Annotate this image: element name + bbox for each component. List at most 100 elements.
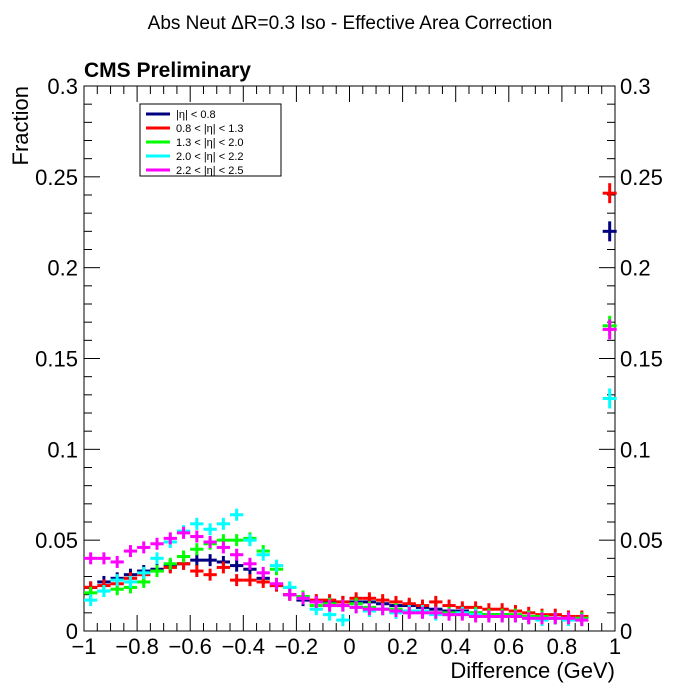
data-point [230, 574, 244, 587]
x-tick-label: 0.8 [547, 634, 578, 659]
y-tick-label-right: 0.3 [620, 74, 651, 99]
data-point [243, 574, 257, 587]
data-point [548, 612, 562, 625]
data-point [163, 532, 177, 545]
data-point [468, 610, 483, 623]
legend-label: 1.3 < |η| < 2.0 [176, 137, 244, 149]
data-point [190, 517, 204, 530]
data-point [256, 566, 270, 579]
data-point [123, 575, 138, 588]
data-point [535, 612, 549, 625]
data-point [243, 534, 257, 547]
data-point [216, 517, 231, 530]
overflow-point [602, 183, 617, 204]
data-point [84, 552, 98, 565]
x-tick-label: −0.4 [222, 634, 265, 659]
data-point [283, 588, 297, 601]
x-tick-label: −0.6 [168, 634, 211, 659]
data-point [309, 595, 323, 608]
data-point [230, 548, 244, 561]
cms-label: CMS Preliminary [84, 59, 251, 82]
data-point [230, 508, 244, 521]
x-tick-label: 0 [343, 634, 355, 659]
data-point [429, 595, 443, 608]
data-point [362, 603, 377, 616]
data-point [389, 605, 403, 618]
y-tick-label-right: 0.15 [620, 347, 663, 372]
y-tick-label-left: 0.05 [35, 528, 78, 553]
data-point [495, 610, 509, 623]
y-tick-label-left: 0.25 [35, 165, 78, 190]
data-point [243, 557, 257, 570]
y-tick-label-left: 0.3 [47, 74, 78, 99]
data-point [190, 554, 204, 567]
y-tick-label-right: 0.1 [620, 437, 651, 462]
data-point [482, 610, 496, 623]
data-point [84, 594, 98, 607]
series-5 [84, 319, 617, 627]
legend-entry: |η| < 0.8 [146, 109, 216, 121]
data-point [256, 548, 270, 561]
data-point [150, 552, 164, 565]
data-point [150, 537, 164, 550]
data-point [230, 534, 244, 547]
y-tick-label-right: 0.05 [620, 528, 663, 553]
data-point [176, 526, 191, 539]
legend-label: 2.0 < |η| < 2.2 [176, 151, 244, 163]
x-tick-label: −0.8 [115, 634, 158, 659]
y-axis-label: Fraction [8, 86, 33, 165]
data-point [203, 568, 217, 581]
data-point [176, 550, 191, 563]
legend: |η| < 0.8 0.8 < |η| < 1.3 1.3 < |η| < 2.0 2… [139, 103, 282, 177]
data-point [203, 535, 217, 548]
data-point [336, 599, 350, 612]
data-point [216, 561, 231, 574]
data-point [203, 523, 217, 536]
legend-entry: 2.2 < |η| < 2.5 [146, 165, 244, 177]
overflow-point [602, 221, 617, 242]
data-point [322, 599, 337, 612]
data-point [442, 608, 456, 621]
data-point [415, 606, 430, 619]
data-point [269, 559, 284, 572]
x-tick-label: −1 [71, 634, 96, 659]
series-2 [84, 183, 617, 623]
x-tick-label: 0.2 [387, 634, 418, 659]
x-tick-label: −0.2 [275, 634, 318, 659]
y-tick-label-left: 0.1 [47, 437, 78, 462]
data-point [376, 603, 390, 616]
data-point [110, 555, 124, 568]
data-layer [84, 183, 617, 627]
data-point [575, 614, 589, 627]
data-point [110, 574, 124, 587]
y-tick-label-right: 0 [620, 619, 632, 644]
data-point [269, 577, 284, 590]
chart-title: Abs Neut ΔR=0.3 Iso - Effective Area Cor… [148, 13, 553, 34]
data-point [137, 566, 151, 579]
data-point [561, 612, 576, 625]
data-point [190, 530, 204, 543]
data-point [137, 541, 151, 554]
ticks-layer: −1 −0.8 −0.6 −0.4 −0.2 0 0.2 0.4 0.6 0.8 10 00.05 0.… [35, 74, 663, 659]
legend-label: 0.8 < |η| < 1.3 [176, 123, 244, 135]
data-point [336, 614, 350, 627]
data-point [508, 610, 523, 623]
legend-label: 2.2 < |η| < 2.5 [176, 165, 244, 177]
x-tick-label: 1 [609, 634, 621, 659]
y-tick-label-right: 0.25 [620, 165, 663, 190]
legend-box [139, 103, 282, 177]
y-tick-label-left: 0.2 [47, 256, 78, 281]
data-point [203, 554, 217, 567]
data-point [123, 545, 138, 558]
data-point [97, 552, 111, 565]
y-tick-label-left: 0 [66, 619, 78, 644]
series-4 [84, 388, 617, 627]
y-tick-label-right: 0.2 [620, 256, 651, 281]
data-point [190, 565, 204, 578]
data-point [455, 608, 469, 621]
data-point [97, 585, 111, 598]
data-point [296, 592, 310, 605]
data-point [190, 543, 204, 556]
data-point [150, 565, 164, 578]
